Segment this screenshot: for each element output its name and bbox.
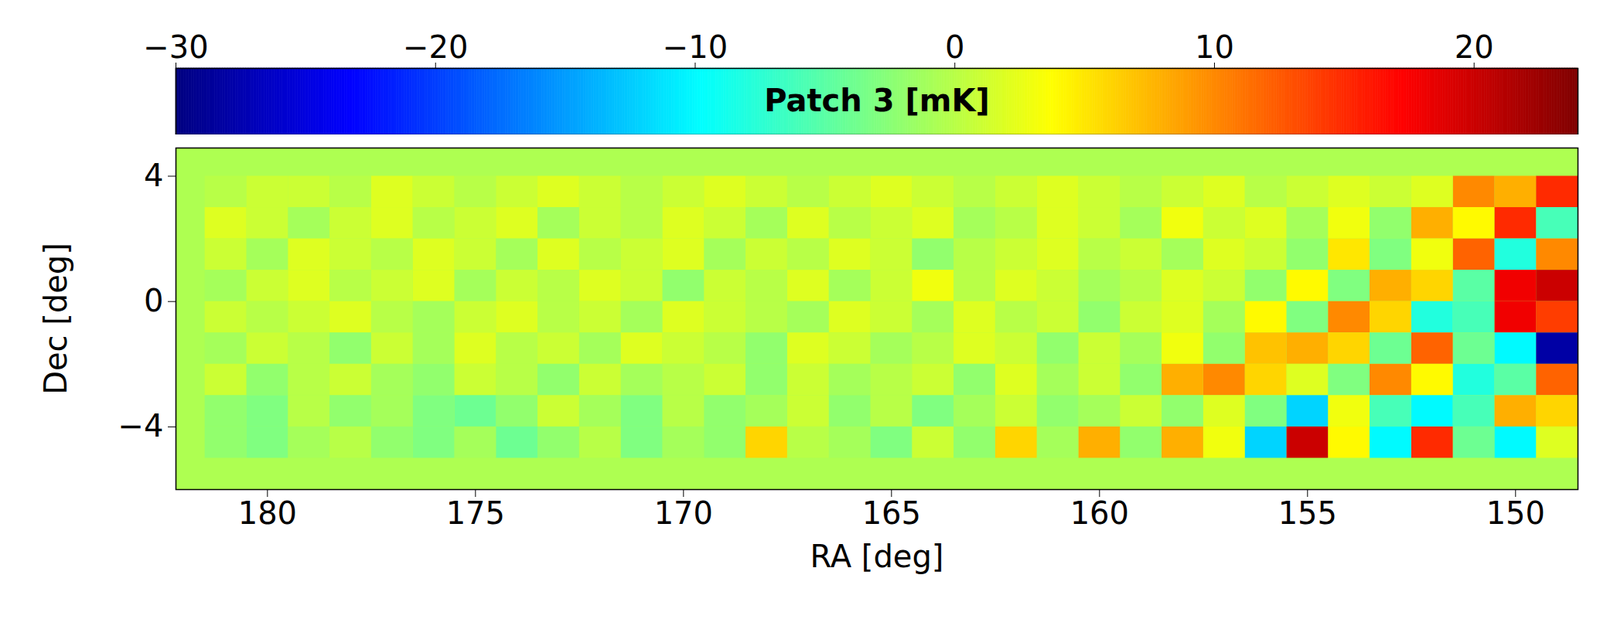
svg-text:155: 155 — [1278, 495, 1338, 532]
svg-text:Dec [deg]: Dec [deg] — [37, 242, 74, 396]
svg-text:0: 0 — [944, 29, 965, 65]
svg-text:Patch 3 [mK]: Patch 3 [mK] — [764, 82, 990, 119]
svg-text:0: 0 — [143, 283, 164, 319]
svg-text:4: 4 — [143, 157, 164, 194]
svg-text:−30: −30 — [143, 29, 209, 65]
svg-text:−20: −20 — [402, 29, 468, 65]
svg-text:175: 175 — [446, 495, 505, 532]
svg-text:−10: −10 — [662, 29, 728, 65]
svg-text:160: 160 — [1070, 495, 1130, 532]
svg-text:165: 165 — [862, 495, 922, 532]
svg-text:150: 150 — [1486, 495, 1546, 532]
svg-text:180: 180 — [238, 495, 297, 532]
svg-text:10: 10 — [1194, 29, 1235, 65]
svg-text:RA [deg]: RA [deg] — [810, 539, 945, 575]
svg-text:20: 20 — [1454, 29, 1495, 65]
svg-text:−4: −4 — [118, 408, 164, 444]
svg-text:170: 170 — [654, 495, 714, 532]
